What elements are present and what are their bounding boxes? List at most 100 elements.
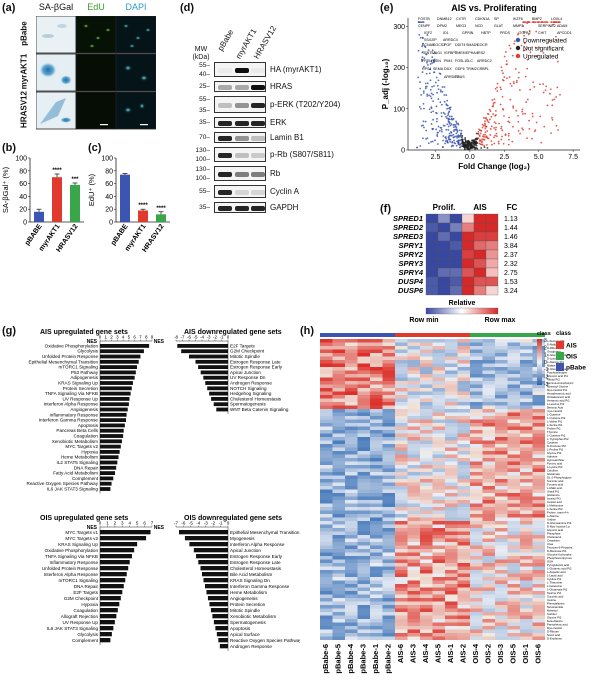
h-heat-cell xyxy=(407,584,420,588)
h-heat-cell xyxy=(420,556,433,560)
h-heat-cell xyxy=(520,475,533,479)
h-heat-cell xyxy=(470,584,483,588)
h-heat-cell xyxy=(407,535,420,539)
h-heat-cell xyxy=(357,458,370,462)
h-heat-cell xyxy=(432,489,445,493)
e-point xyxy=(509,47,512,50)
h-heat-cell xyxy=(382,346,395,350)
h-heat-cell xyxy=(520,430,533,434)
e-point xyxy=(418,106,421,108)
h-heat-cell xyxy=(520,570,533,574)
h-metabolite-label: D-Erythrose xyxy=(547,636,562,640)
h-heat-cell xyxy=(470,591,483,595)
h-sample-label: pBabe-3 xyxy=(359,644,368,674)
e-gene-label: RPS4 xyxy=(422,67,431,71)
h-heat-cell xyxy=(470,535,483,539)
h-heat-cell xyxy=(370,458,383,462)
h-heat-cell xyxy=(457,587,470,591)
h-heat-cell xyxy=(357,339,370,343)
h-heat-cell xyxy=(320,405,333,409)
h-heat-cell xyxy=(395,626,408,630)
h-heat-cell xyxy=(407,626,420,630)
h-heat-cell xyxy=(395,395,408,399)
f-heat-cell xyxy=(425,222,439,233)
h-heat-cell xyxy=(495,629,508,633)
h-heat-cell xyxy=(470,423,483,427)
mw-marker: 100– xyxy=(195,156,210,163)
h-heat-cell xyxy=(382,566,395,570)
h-heat-cell xyxy=(445,608,458,612)
e-point xyxy=(443,94,446,96)
g-bar-label: KRAS Signaling Up xyxy=(58,542,98,547)
h-heat-cell xyxy=(320,535,333,539)
e-point xyxy=(447,129,450,131)
e-point xyxy=(526,58,529,61)
g-bar xyxy=(203,375,228,380)
h-heat-cell xyxy=(482,608,495,612)
blot-protein-label: Cyclin A xyxy=(270,187,299,196)
h-heat-cell xyxy=(382,405,395,409)
h-heat-cell xyxy=(332,531,345,535)
h-heat-cell xyxy=(507,622,520,626)
h-class-bar xyxy=(432,333,445,337)
h-heat-cell xyxy=(395,636,408,640)
h-metabolite-label: L-Glutamic acid Pt2 xyxy=(547,566,572,570)
h-heat-cell xyxy=(445,384,458,388)
e-point xyxy=(455,135,458,138)
b-ylabel: SA-βGal⁺ (%) xyxy=(1,166,10,213)
g-bar xyxy=(100,554,132,559)
g-tick-label: -3 xyxy=(206,335,210,340)
h-heat-cell xyxy=(320,391,333,395)
blot-band xyxy=(234,120,249,126)
h-scale-tick: 0 xyxy=(544,360,547,366)
h-heat-cell xyxy=(457,339,470,343)
h-heat-cell xyxy=(495,626,508,630)
h-metabolite-label: L-Malic acid xyxy=(547,486,562,490)
e-point xyxy=(483,116,485,119)
e-point xyxy=(535,30,538,33)
h-heat-cell xyxy=(520,363,533,367)
h-heat-cell xyxy=(407,482,420,486)
h-heat-cell xyxy=(345,521,358,525)
h-heat-cell xyxy=(420,493,433,497)
h-heat-cell xyxy=(382,549,395,553)
h-heat-cell xyxy=(320,384,333,388)
h-heat-cell xyxy=(370,619,383,623)
h-heat-cell xyxy=(370,409,383,413)
h-heat-cell xyxy=(395,591,408,595)
e-point xyxy=(517,32,520,35)
h-heat-cell xyxy=(507,556,520,560)
h-heat-cell xyxy=(407,528,420,532)
h-heat-cell xyxy=(320,489,333,493)
h-heat-cell xyxy=(357,503,370,507)
g-bar-label: Androgen Response xyxy=(230,381,272,386)
h-heat-cell xyxy=(520,367,533,371)
e-point xyxy=(476,138,478,140)
blot-band xyxy=(218,67,232,73)
h-heat-cell xyxy=(532,524,545,528)
b-ytick-label: 80 xyxy=(19,168,27,175)
h-heat-cell xyxy=(332,591,345,595)
h-heat-cell xyxy=(507,528,520,532)
h-heat-cell xyxy=(495,444,508,448)
h-heat-cell xyxy=(320,566,333,570)
lane-headers: pBabe myrAKT1 HRASV12 xyxy=(214,14,278,60)
h-heat-cell xyxy=(332,482,345,486)
e-point xyxy=(531,112,534,115)
e-point xyxy=(431,56,434,59)
panel-label-h: (h) xyxy=(300,325,315,337)
g-tick-label: 2 xyxy=(114,521,117,526)
h-heat-cell xyxy=(507,398,520,402)
h-heat-cell xyxy=(495,612,508,616)
h-heat-cell xyxy=(332,416,345,420)
h-heat-cell xyxy=(370,440,383,444)
g-bar xyxy=(198,560,228,565)
h-heat-cell xyxy=(395,412,408,416)
h-heat-cell xyxy=(382,447,395,451)
e-point xyxy=(542,91,545,94)
h-heat-cell xyxy=(520,374,533,378)
h-heat-cell xyxy=(407,475,420,479)
h-heat-cell xyxy=(320,514,333,518)
h-heat-cell xyxy=(507,612,520,616)
h-heat-cell xyxy=(407,493,420,497)
